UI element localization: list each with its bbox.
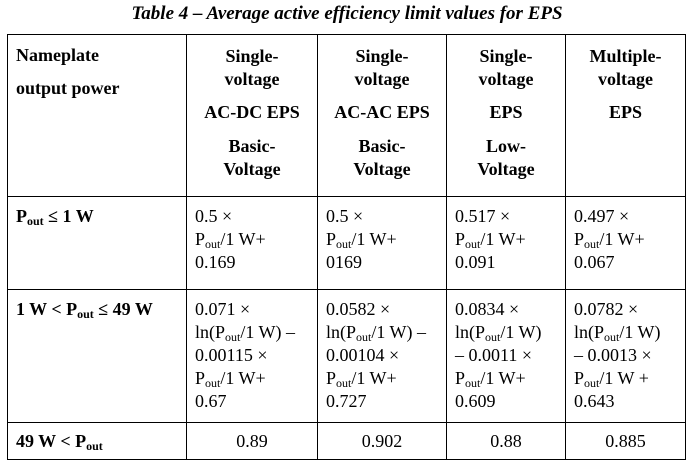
table-cell: 0.88 <box>446 422 566 460</box>
table-cell: 0.5 × Pout/1 W+ 0169 <box>317 196 447 290</box>
header-multiple-voltage-eps: Multiple- voltage EPS <box>565 34 686 197</box>
table-cell: 0.071 × ln(Pout/1 W) –0.00115 × Pout/1 W+ 0… <box>186 289 318 423</box>
table-cell: 0.517 × Pout/1 W+ 0.091 <box>446 196 566 290</box>
header-single-voltage-ac-dc-eps: Single- voltage AC-DC EPS Basic- Voltage <box>186 34 318 197</box>
table-cell: 0.0582 × ln(Pout/1 W) –0.00104 × Pout/1 W+… <box>317 289 447 423</box>
table-row: 49 W < Pout 0.89 0.902 0.88 0.885 <box>7 422 686 460</box>
table-row: Pout ≤ 1 W 0.5 × Pout/1 W+ 0.169 0.5 × Pout… <box>7 196 686 290</box>
table-cell: 0.885 <box>565 422 686 460</box>
header-single-voltage-ac-ac-eps: Single- voltage AC-AC EPS Basic- Voltage <box>317 34 447 197</box>
header-row: Nameplate output power Single- voltage A… <box>7 34 686 197</box>
header-nameplate-output-power: Nameplate output power <box>7 34 187 197</box>
row-label: 49 W < Pout <box>7 422 187 460</box>
table-cell: 0.497 × Pout/1 W+ 0.067 <box>565 196 686 290</box>
row-label: 1 W < Pout ≤ 49 W <box>7 289 187 423</box>
header-single-voltage-eps-low-voltage: Single- voltage EPS Low- Voltage <box>446 34 566 197</box>
table-cell: 0.5 × Pout/1 W+ 0.169 <box>186 196 318 290</box>
table-cell: 0.902 <box>317 422 447 460</box>
row-label: Pout ≤ 1 W <box>7 196 187 290</box>
table-cell: 0.0834 × ln(Pout/1 W) – 0.0011 × Pout/1 W+ 0… <box>446 289 566 423</box>
table-caption: Table 4 – Average active efficiency limi… <box>131 3 563 24</box>
table-cell: 0.0782 × ln(Pout/1 W) – 0.0013 × Pout/1 W +… <box>565 289 686 423</box>
table-cell: 0.89 <box>186 422 318 460</box>
efficiency-table: Nameplate output power Single- voltage A… <box>7 34 686 460</box>
table-row: 1 W < Pout ≤ 49 W 0.071 × ln(Pout/1 W) –0… <box>7 289 686 423</box>
